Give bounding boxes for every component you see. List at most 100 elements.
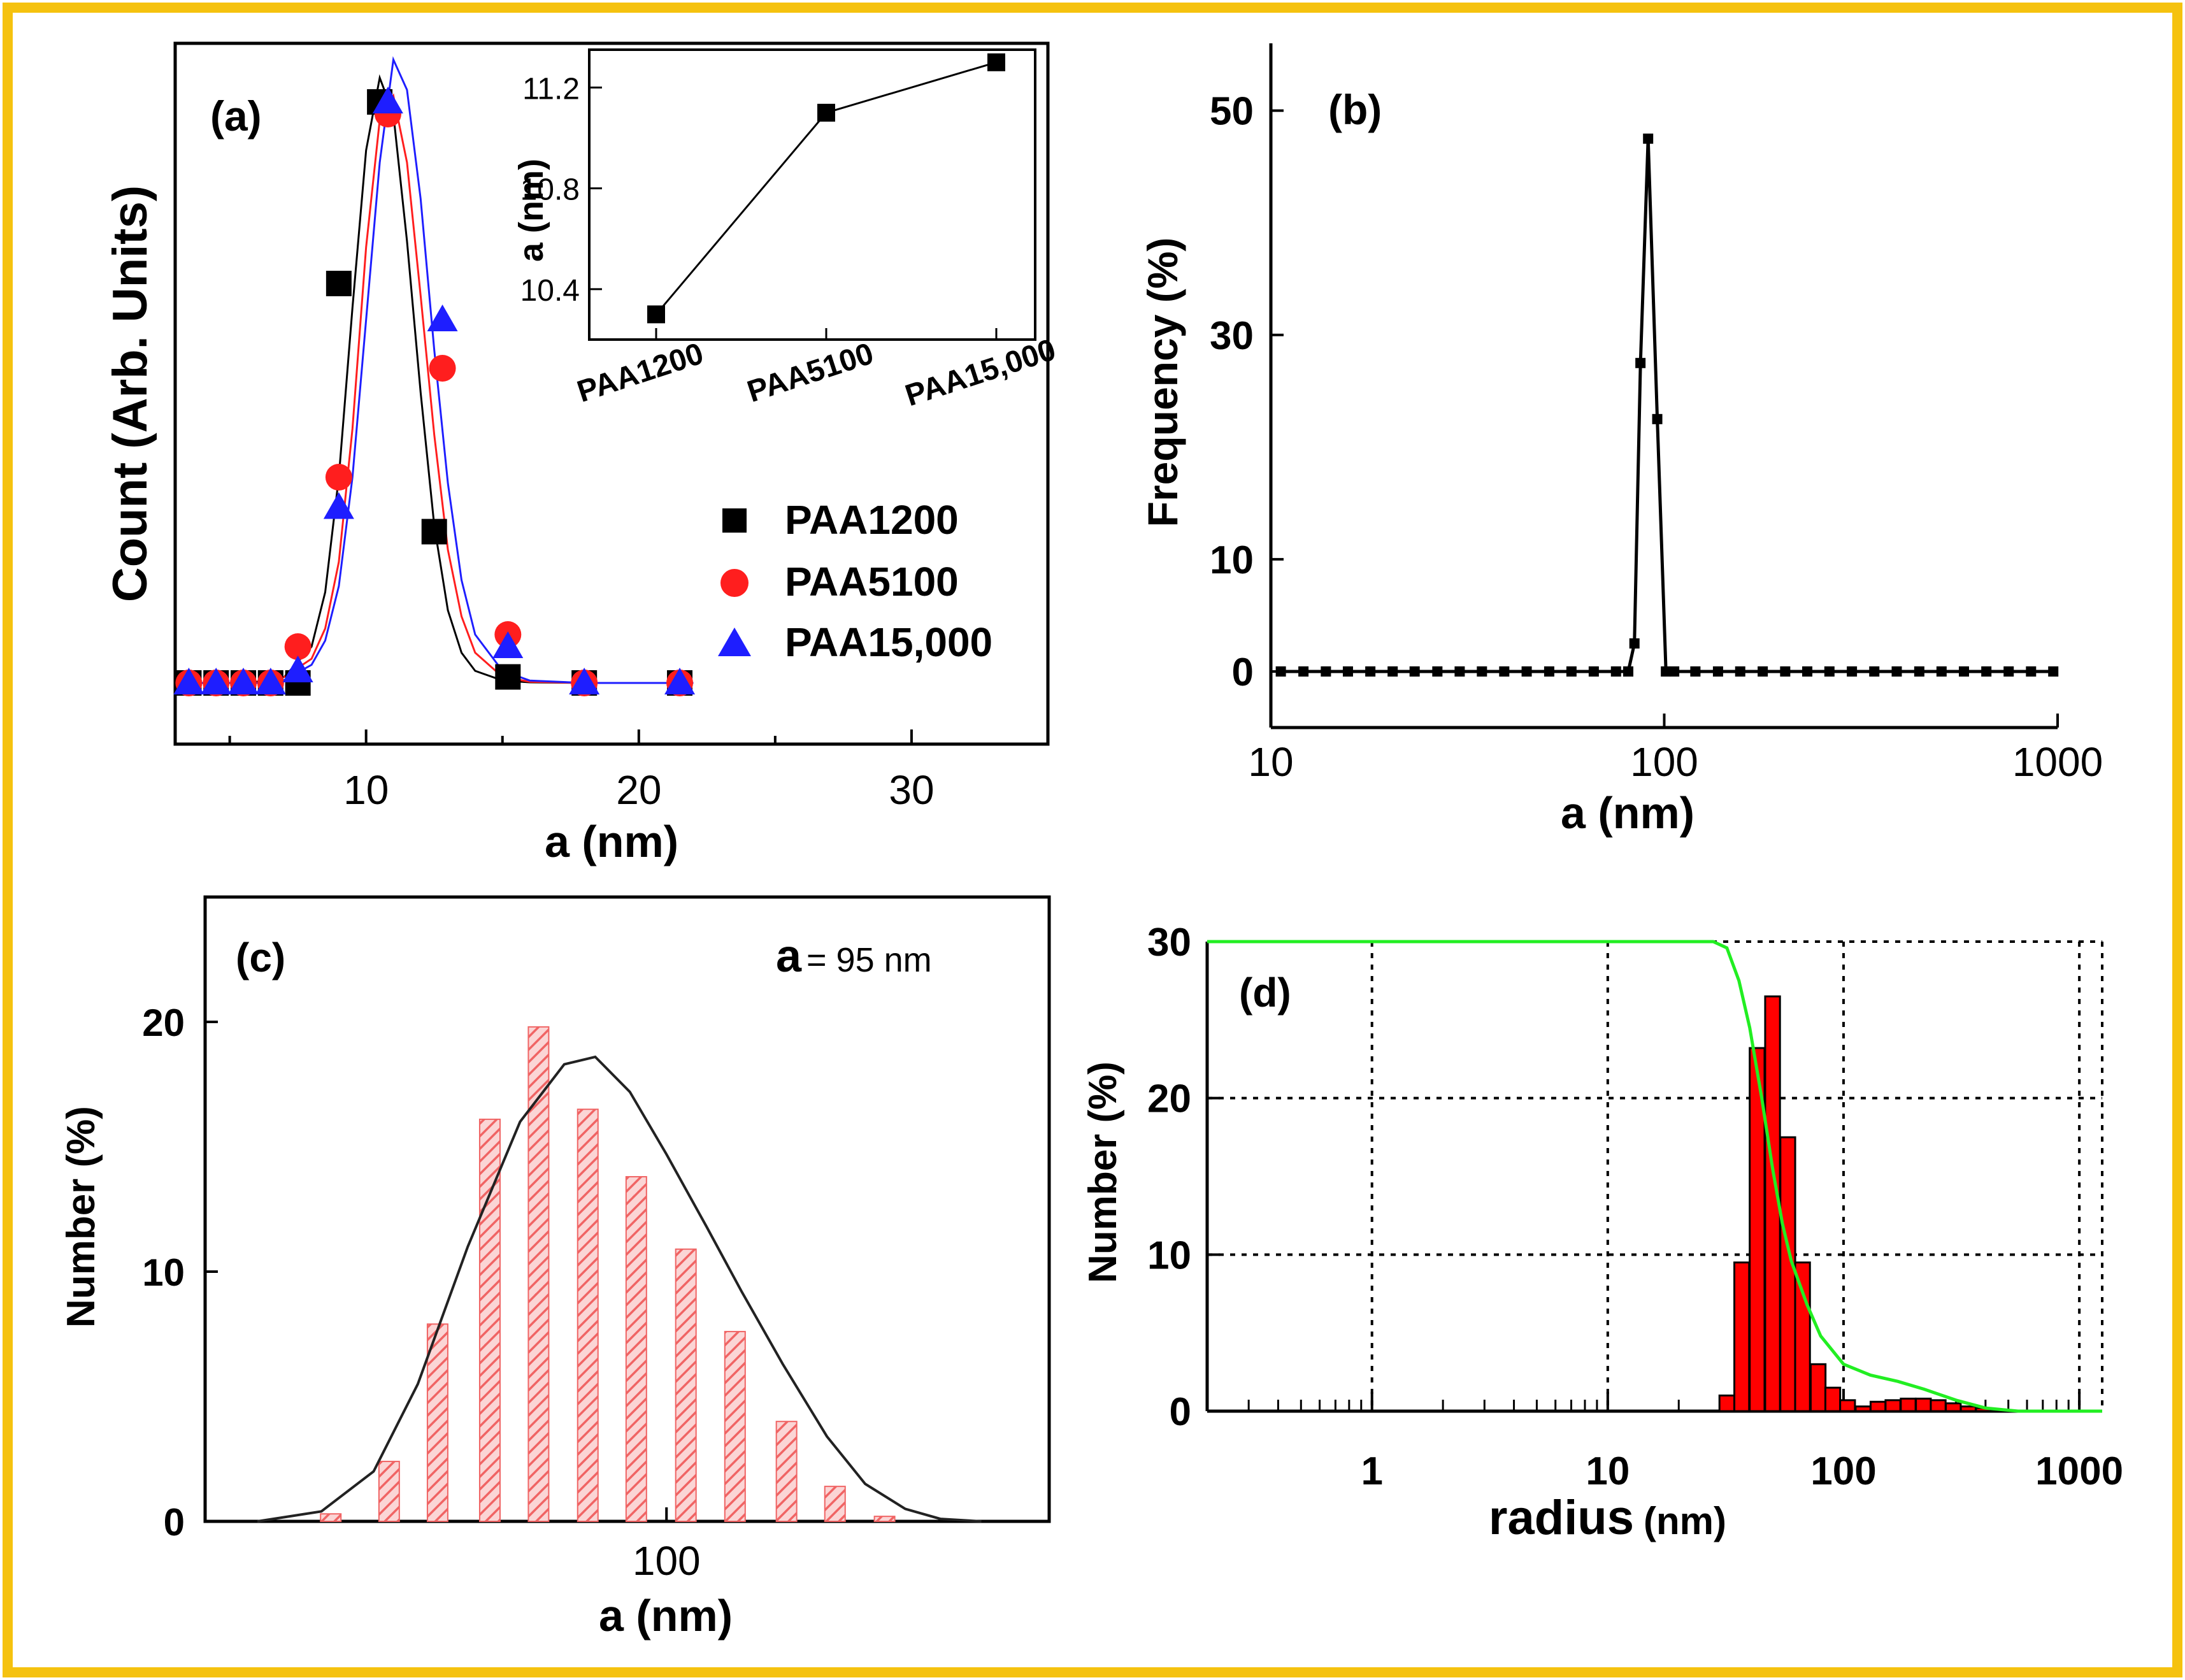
panel-d: (d) radius (nm) Number (%) 1 10 100 1000 0 1… [1081, 921, 2123, 1545]
panel-d-x-tick-label: 1 [1361, 1449, 1382, 1493]
panel-c-ylabel: Number (%) [59, 1106, 103, 1328]
legend-label-paa5100: PAA5100 [785, 559, 959, 605]
panel-a-label: (a) [210, 92, 262, 140]
figure-border [3, 3, 2182, 1677]
panel-b-point [2026, 666, 2037, 677]
panel-b-point [1891, 666, 1902, 677]
panel-d-bar [1839, 1399, 1856, 1412]
panel-d-bar [1854, 1405, 1872, 1412]
panel-c-fit-line [257, 1055, 982, 1523]
panel-c-bar [775, 1421, 798, 1522]
panel-d-bar [1915, 1397, 1932, 1412]
panel-c-x-tick-label: 100 [633, 1538, 701, 1584]
inset-y-tick-label: 11.2 [522, 72, 580, 106]
panel-a-x-ticks: 10 20 30 [228, 729, 1049, 813]
panel-a-point-paa15000 [664, 668, 696, 694]
panel-b-y-tick-label: 30 [1210, 314, 1254, 358]
panel-b-point [1780, 666, 1791, 677]
panel-b-point [1387, 666, 1398, 677]
panel-d-bar [1809, 1363, 1827, 1412]
panel-a-point-paa15000 [228, 668, 259, 694]
panel-b-point [1824, 666, 1835, 677]
panel-d-x-tick-label: 10 [1586, 1449, 1630, 1493]
panel-a-frame [173, 41, 1050, 746]
panel-c-y-tick-label: 0 [164, 1501, 185, 1544]
panel-b-point [1610, 666, 1621, 677]
panel-b-point [2003, 666, 2014, 677]
panel-b-point [1629, 638, 1640, 649]
inset-point [817, 103, 835, 122]
panel-b-x-tick-label: 1000 [2012, 739, 2103, 785]
panel-a-point-paa5100 [284, 633, 312, 660]
panel-b-point [1321, 666, 1331, 677]
panel-b-y-tick-label: 0 [1232, 650, 1254, 694]
panel-b-point [1847, 666, 1858, 677]
panel-b-y-tick-label: 50 [1210, 90, 1254, 134]
panel-a-point-paa15000 [427, 305, 458, 331]
panel-a-point-paa15000 [569, 668, 600, 694]
panel-d-bar [1794, 1261, 1811, 1412]
panel-a-point-paa15000 [255, 668, 286, 694]
panel-c-bar [478, 1118, 501, 1522]
panel-d-x-tick-label: 100 [1810, 1449, 1876, 1493]
panel-b-x-tick-label: 100 [1630, 739, 1698, 785]
panel-c-bar [426, 1323, 448, 1523]
panel-d-y-tick-label: 30 [1147, 921, 1191, 965]
legend-label-paa1200: PAA1200 [785, 497, 959, 543]
panel-b-xlabel: a (nm) [1561, 788, 1694, 838]
panel-b-series [1275, 133, 2059, 677]
panel-d-bar [1945, 1402, 1962, 1412]
panel-b-point [1735, 666, 1745, 677]
panel-d-bar [1869, 1400, 1887, 1412]
panel-d-y-tick-label: 10 [1147, 1233, 1191, 1277]
panel-d-bar [1884, 1399, 1902, 1412]
legend-label-paa15000: PAA15,000 [785, 619, 992, 665]
panel-d-bar [1930, 1399, 1947, 1412]
panel-b-point [1669, 666, 1680, 677]
panel-a-xlabel: a (nm) [545, 817, 678, 866]
panel-d-ylabel: Number (%) [1081, 1061, 1125, 1283]
legend-marker-paa5100 [720, 569, 749, 597]
panel-a-point-paa1200 [495, 664, 521, 690]
panel-a-point-paa1200 [421, 519, 447, 545]
panel-c-bar [873, 1516, 896, 1522]
panel-b-point [1298, 666, 1309, 677]
panel-b-label: (b) [1328, 86, 1382, 133]
panel-c-annotation-symbol: a [776, 931, 802, 982]
panel-a-x-tick-label: 30 [889, 767, 934, 813]
panel-a-ylabel: Count (Arb. Units) [103, 185, 157, 602]
panel-d-cumulative-curve [1207, 940, 2102, 1413]
panel-b-point [1342, 666, 1353, 677]
panel-b-line [1280, 138, 2054, 673]
panel-b-point [1981, 666, 1992, 677]
panel-c-fit-curve [257, 1055, 982, 1523]
panel-b-point [1454, 666, 1465, 677]
panel-c-xlabel: a (nm) [599, 1591, 733, 1641]
panel-c-bar [577, 1109, 599, 1522]
panel-b-point [1566, 666, 1577, 677]
panel-b-point [1958, 666, 1969, 677]
panel-c-bar [625, 1176, 647, 1523]
inset-series [647, 53, 1005, 324]
panel-d-xlabel: radius [1489, 1491, 1634, 1545]
panel-a-point-paa1200 [326, 271, 352, 296]
panel-b-point [1802, 666, 1813, 677]
panel-a-point-paa15000 [323, 492, 354, 519]
panel-a-point-paa5100 [325, 464, 352, 491]
panel-d-y-ticks: 0 10 20 30 [1147, 921, 1220, 1434]
inset-frame [588, 48, 1036, 341]
inset-y-tick-label: 10.4 [520, 274, 580, 308]
panel-d-bar [1779, 1136, 1796, 1412]
panel-a-point-paa15000 [372, 87, 403, 113]
inset-point [987, 53, 1005, 71]
panel-b-point [1409, 666, 1420, 677]
panel-c-y-tick-label: 20 [142, 1002, 185, 1044]
panel-d-xlabel-unit: (nm) [1644, 1500, 1726, 1542]
panel-b-ylabel: Frequency (%) [1139, 238, 1186, 528]
inset-y-ticks: 10.4 10.8 11.2 [520, 72, 602, 308]
panel-d-bar [1900, 1397, 1917, 1412]
panel-d-y-tick-label: 0 [1170, 1390, 1191, 1434]
panel-c-label: (c) [236, 935, 285, 980]
panel-b-point [1712, 666, 1723, 677]
